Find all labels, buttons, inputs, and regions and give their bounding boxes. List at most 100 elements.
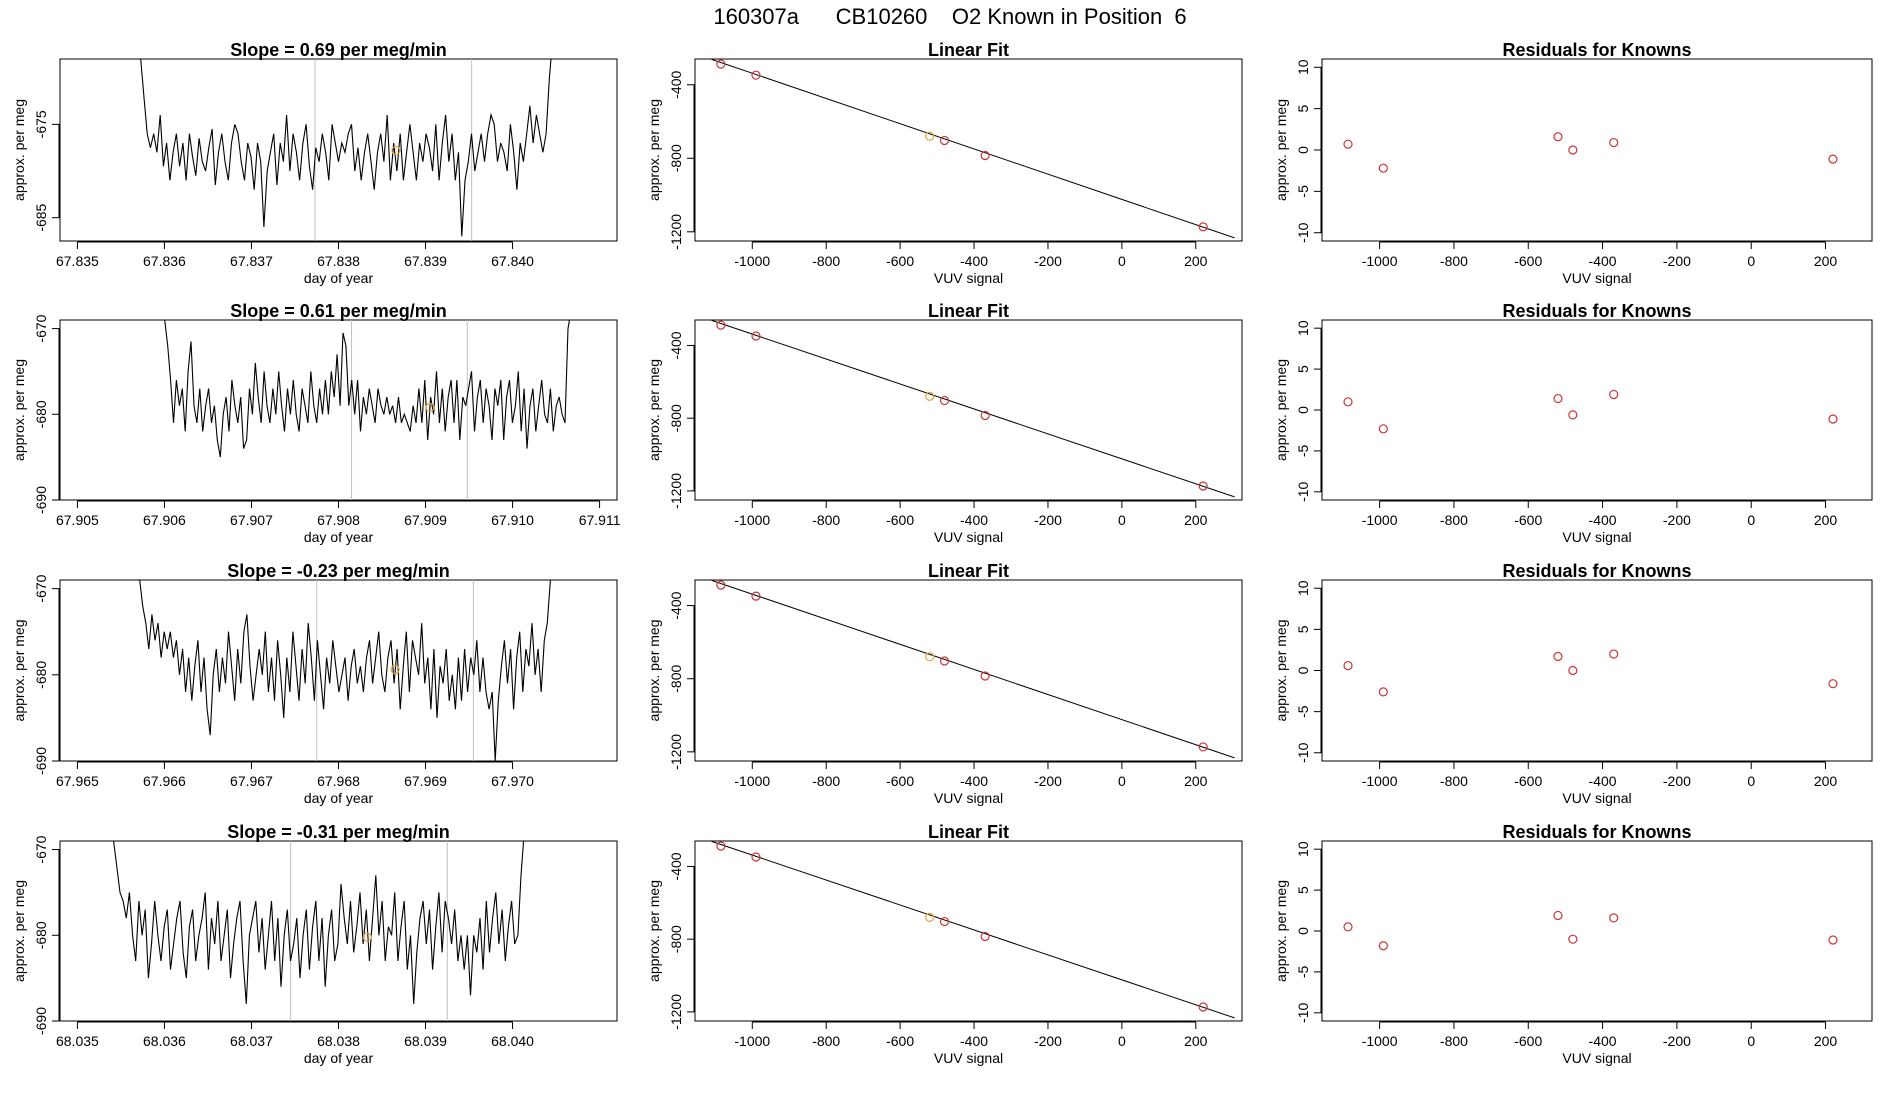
y-tick-label: -670 — [33, 835, 49, 863]
panel-1-1: Slope = 0.69 per meg/min 67.835 67.836 67.8… — [11, 40, 618, 286]
x-axis-label: VUV signal — [1562, 1050, 1631, 1066]
data-point — [1568, 665, 1578, 676]
x-tick-label: 68.040 — [491, 1033, 534, 1049]
y-tick-label: -5 — [1295, 444, 1311, 457]
data-point — [980, 410, 990, 421]
x-axis-label: VUV signal — [1562, 529, 1631, 545]
data-point — [751, 331, 761, 341]
y-tick-label: 10 — [1295, 59, 1311, 75]
y-tick-label: -10 — [1295, 222, 1311, 242]
x-tick-label: 0 — [1118, 253, 1126, 269]
plot-area — [711, 59, 1235, 239]
x-tick-label: 0 — [1118, 1033, 1126, 1049]
x-tick-label: -800 — [812, 512, 840, 528]
x-tick-label: 200 — [1814, 1033, 1838, 1049]
x-tick-label: 68.038 — [317, 1033, 360, 1049]
signal-trace — [164, 320, 571, 458]
data-point — [1568, 145, 1578, 155]
panel-1-3: Residuals for Knowns-1000 -800 -600 -400 -20… — [1273, 40, 1873, 286]
data-point — [1378, 941, 1388, 951]
y-tick-label: -800 — [668, 404, 684, 432]
plot-frame — [1321, 579, 1873, 762]
data-point — [939, 135, 950, 146]
x-tick-label: -400 — [960, 773, 988, 789]
x-axis-label: VUV signal — [1562, 790, 1631, 806]
y-tick-label: -800 — [668, 925, 684, 953]
highlight-point — [362, 932, 372, 942]
data-point — [1553, 910, 1563, 921]
x-tick-label: 67.835 — [56, 253, 99, 269]
y-axis-label: approx. per meg — [11, 880, 27, 982]
y-tick-label: 0 — [1295, 146, 1311, 154]
data-point — [751, 70, 761, 80]
y-tick-label: -1200 — [668, 214, 684, 250]
figure-title: 160307a CB10260 O2 Known in Position 6 — [713, 4, 1187, 29]
y-tick-label: -5 — [1295, 965, 1311, 978]
y-tick-label: -690 — [33, 1007, 49, 1035]
y-tick-label: -690 — [33, 486, 49, 514]
plot-area — [1343, 649, 1838, 697]
data-point — [1343, 397, 1353, 407]
plot-area — [711, 841, 1235, 1019]
y-axis-label: approx. per meg — [1273, 359, 1289, 461]
x-tick-label: 67.965 — [56, 773, 99, 789]
x-tick-label: -1000 — [734, 773, 770, 789]
data-point — [1828, 414, 1838, 424]
x-tick-label: -600 — [886, 512, 914, 528]
data-point — [1553, 393, 1563, 404]
y-axis-label: approx. per meg — [646, 359, 662, 461]
x-axis-label: day of year — [304, 1050, 374, 1066]
highlight-point — [925, 131, 935, 141]
x-tick-label: 67.909 — [404, 512, 447, 528]
x-tick-label: -400 — [960, 1033, 988, 1049]
y-tick-label: -1200 — [668, 734, 684, 770]
x-tick-label: -600 — [1514, 1033, 1542, 1049]
y-tick-label: -690 — [33, 747, 49, 775]
y-tick-label: 5 — [1295, 886, 1311, 894]
plot-area — [164, 320, 571, 500]
x-tick-label: -800 — [1440, 1033, 1468, 1049]
y-tick-label: 10 — [1295, 580, 1311, 596]
highlight-point — [425, 402, 435, 413]
y-tick-label: -680 — [33, 400, 49, 428]
y-tick-label: -685 — [33, 203, 49, 231]
panel-title: Residuals for Knowns — [1502, 561, 1691, 581]
x-tick-label: -200 — [1034, 773, 1062, 789]
x-tick-label: 200 — [1814, 512, 1838, 528]
x-tick-label: -800 — [812, 1033, 840, 1049]
y-tick-label: -800 — [668, 665, 684, 693]
plot-frame — [1321, 319, 1873, 501]
data-point — [751, 852, 761, 862]
signal-trace — [113, 841, 525, 1004]
plot-area — [1343, 389, 1838, 434]
x-tick-label: 67.907 — [230, 512, 273, 528]
y-tick-label: -5 — [1295, 705, 1311, 718]
data-point — [939, 916, 950, 927]
x-tick-label: -200 — [1034, 253, 1062, 269]
panel-title: Linear Fit — [928, 40, 1009, 60]
y-tick-label: -680 — [33, 921, 49, 949]
x-tick-label: 67.905 — [56, 512, 99, 528]
data-point — [1828, 154, 1838, 164]
x-tick-label: -1000 — [1362, 1033, 1398, 1049]
data-point — [1378, 163, 1388, 173]
y-axis-label: approx. per meg — [646, 99, 662, 201]
x-tick-label: 68.035 — [56, 1033, 99, 1049]
panel-3-2: Linear Fit -1000 -800 -600 -400 -200 0 200 -400 -… — [646, 561, 1243, 806]
panel-4-3: Residuals for Knowns-1000 -800 -600 -400 -20… — [1273, 822, 1873, 1066]
x-tick-label: 200 — [1184, 773, 1208, 789]
data-point — [980, 150, 990, 161]
x-tick-label: -1000 — [1362, 773, 1398, 789]
x-tick-label: 67.910 — [491, 512, 534, 528]
x-tick-label: -400 — [1589, 773, 1617, 789]
x-tick-label: 67.911 — [579, 512, 621, 528]
x-tick-label: -1000 — [734, 512, 770, 528]
highlight-point — [391, 145, 401, 156]
x-axis-label: day of year — [304, 529, 374, 545]
data-point — [1378, 687, 1388, 697]
x-tick-label: -400 — [960, 512, 988, 528]
x-tick-label: 200 — [1184, 253, 1208, 269]
panel-title: Residuals for Knowns — [1502, 822, 1691, 842]
